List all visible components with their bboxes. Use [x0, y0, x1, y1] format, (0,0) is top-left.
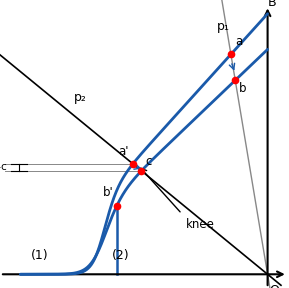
- Text: a: a: [235, 35, 242, 48]
- Text: B: B: [268, 0, 277, 9]
- Text: a': a': [118, 145, 129, 158]
- Text: b: b: [238, 82, 246, 95]
- Text: b': b': [103, 186, 114, 199]
- Text: knee: knee: [186, 218, 215, 231]
- Text: c: c: [145, 155, 152, 168]
- Text: (2): (2): [112, 249, 129, 262]
- Text: O: O: [269, 284, 279, 288]
- Text: a'-c: a'-c: [0, 162, 7, 172]
- Text: (1): (1): [31, 249, 49, 262]
- Text: p₂: p₂: [74, 91, 87, 104]
- Text: p₁: p₁: [217, 20, 230, 33]
